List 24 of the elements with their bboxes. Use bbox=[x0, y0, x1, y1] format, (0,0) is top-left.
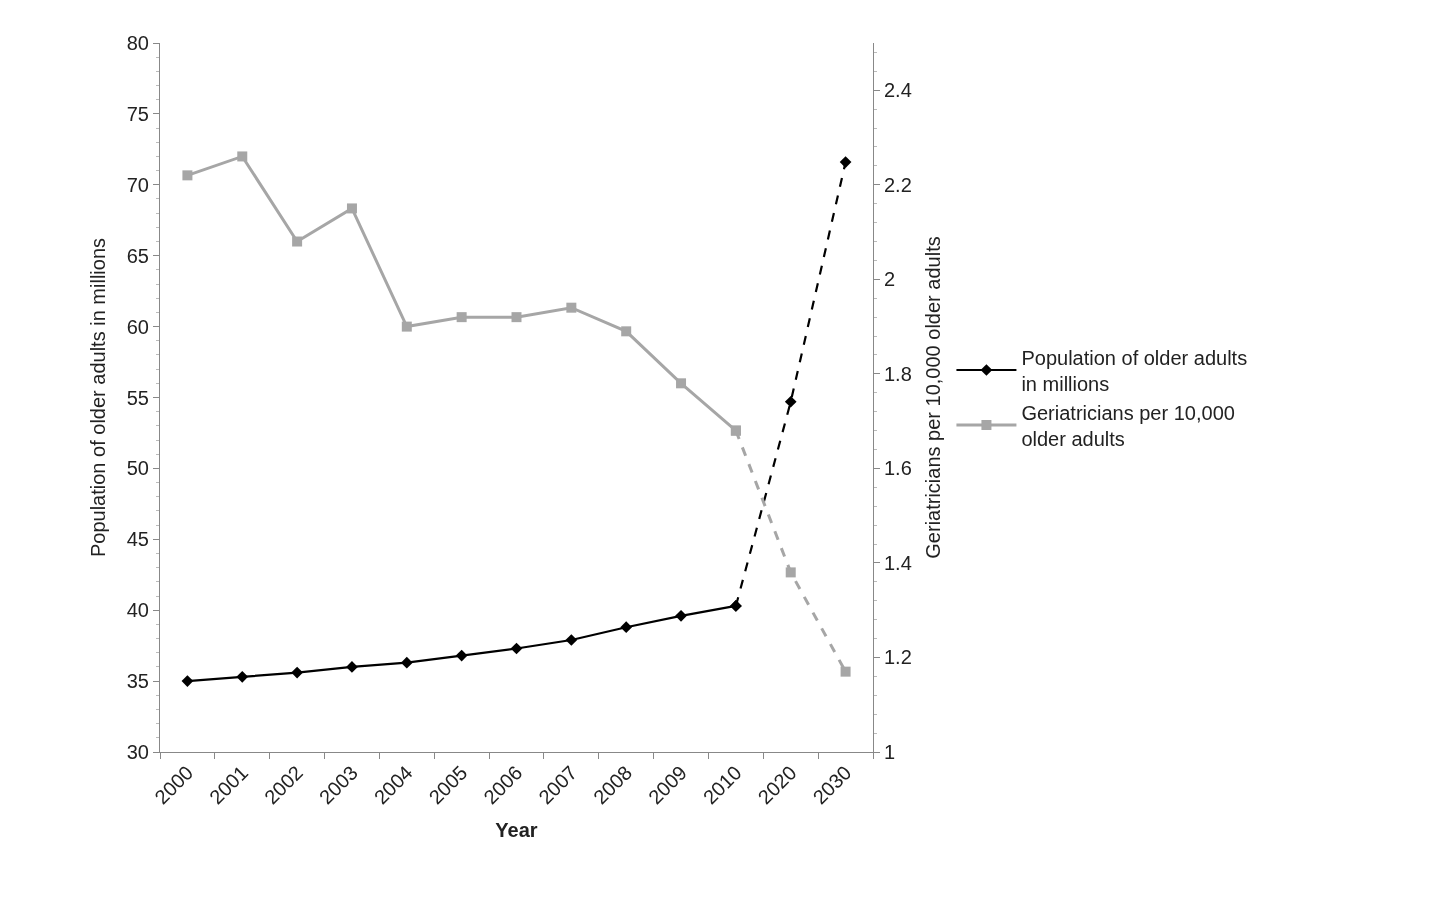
y2-tick-label: 2 bbox=[884, 268, 896, 291]
legend-label: Population of older adults in millions bbox=[1021, 346, 1248, 395]
y2-tick-label: 2.2 bbox=[884, 173, 912, 196]
legend-label: Geriatricians per 10,000 older adults bbox=[1021, 401, 1235, 450]
y-axis-title: Population of older adults in millions bbox=[87, 237, 110, 558]
y-tick-label: 50 bbox=[126, 457, 149, 480]
y2-tick-label: 1.4 bbox=[884, 551, 912, 574]
y-tick-label: 80 bbox=[126, 32, 149, 54]
y-tick-label: 60 bbox=[126, 315, 149, 338]
x-axis-title: Year bbox=[495, 818, 538, 841]
y-tick-label: 65 bbox=[126, 244, 149, 267]
y-tick-label: 70 bbox=[126, 173, 149, 196]
y-tick-label: 75 bbox=[126, 102, 149, 125]
y-tick-label: 40 bbox=[126, 599, 149, 622]
y-tick-label: 45 bbox=[126, 528, 149, 551]
y2-tick-label: 1.8 bbox=[884, 362, 912, 385]
y2-tick-label: 2.4 bbox=[884, 79, 912, 102]
y2-axis-title: Geriatricians per 10,000 older adults bbox=[922, 236, 945, 559]
y2-tick-label: 1.2 bbox=[884, 646, 912, 669]
y2-tick-label: 1 bbox=[884, 741, 896, 763]
y-tick-label: 35 bbox=[126, 670, 149, 693]
y2-tick-label: 1.6 bbox=[884, 457, 912, 480]
y-tick-label: 55 bbox=[126, 386, 149, 409]
y-tick-label: 30 bbox=[126, 741, 149, 763]
